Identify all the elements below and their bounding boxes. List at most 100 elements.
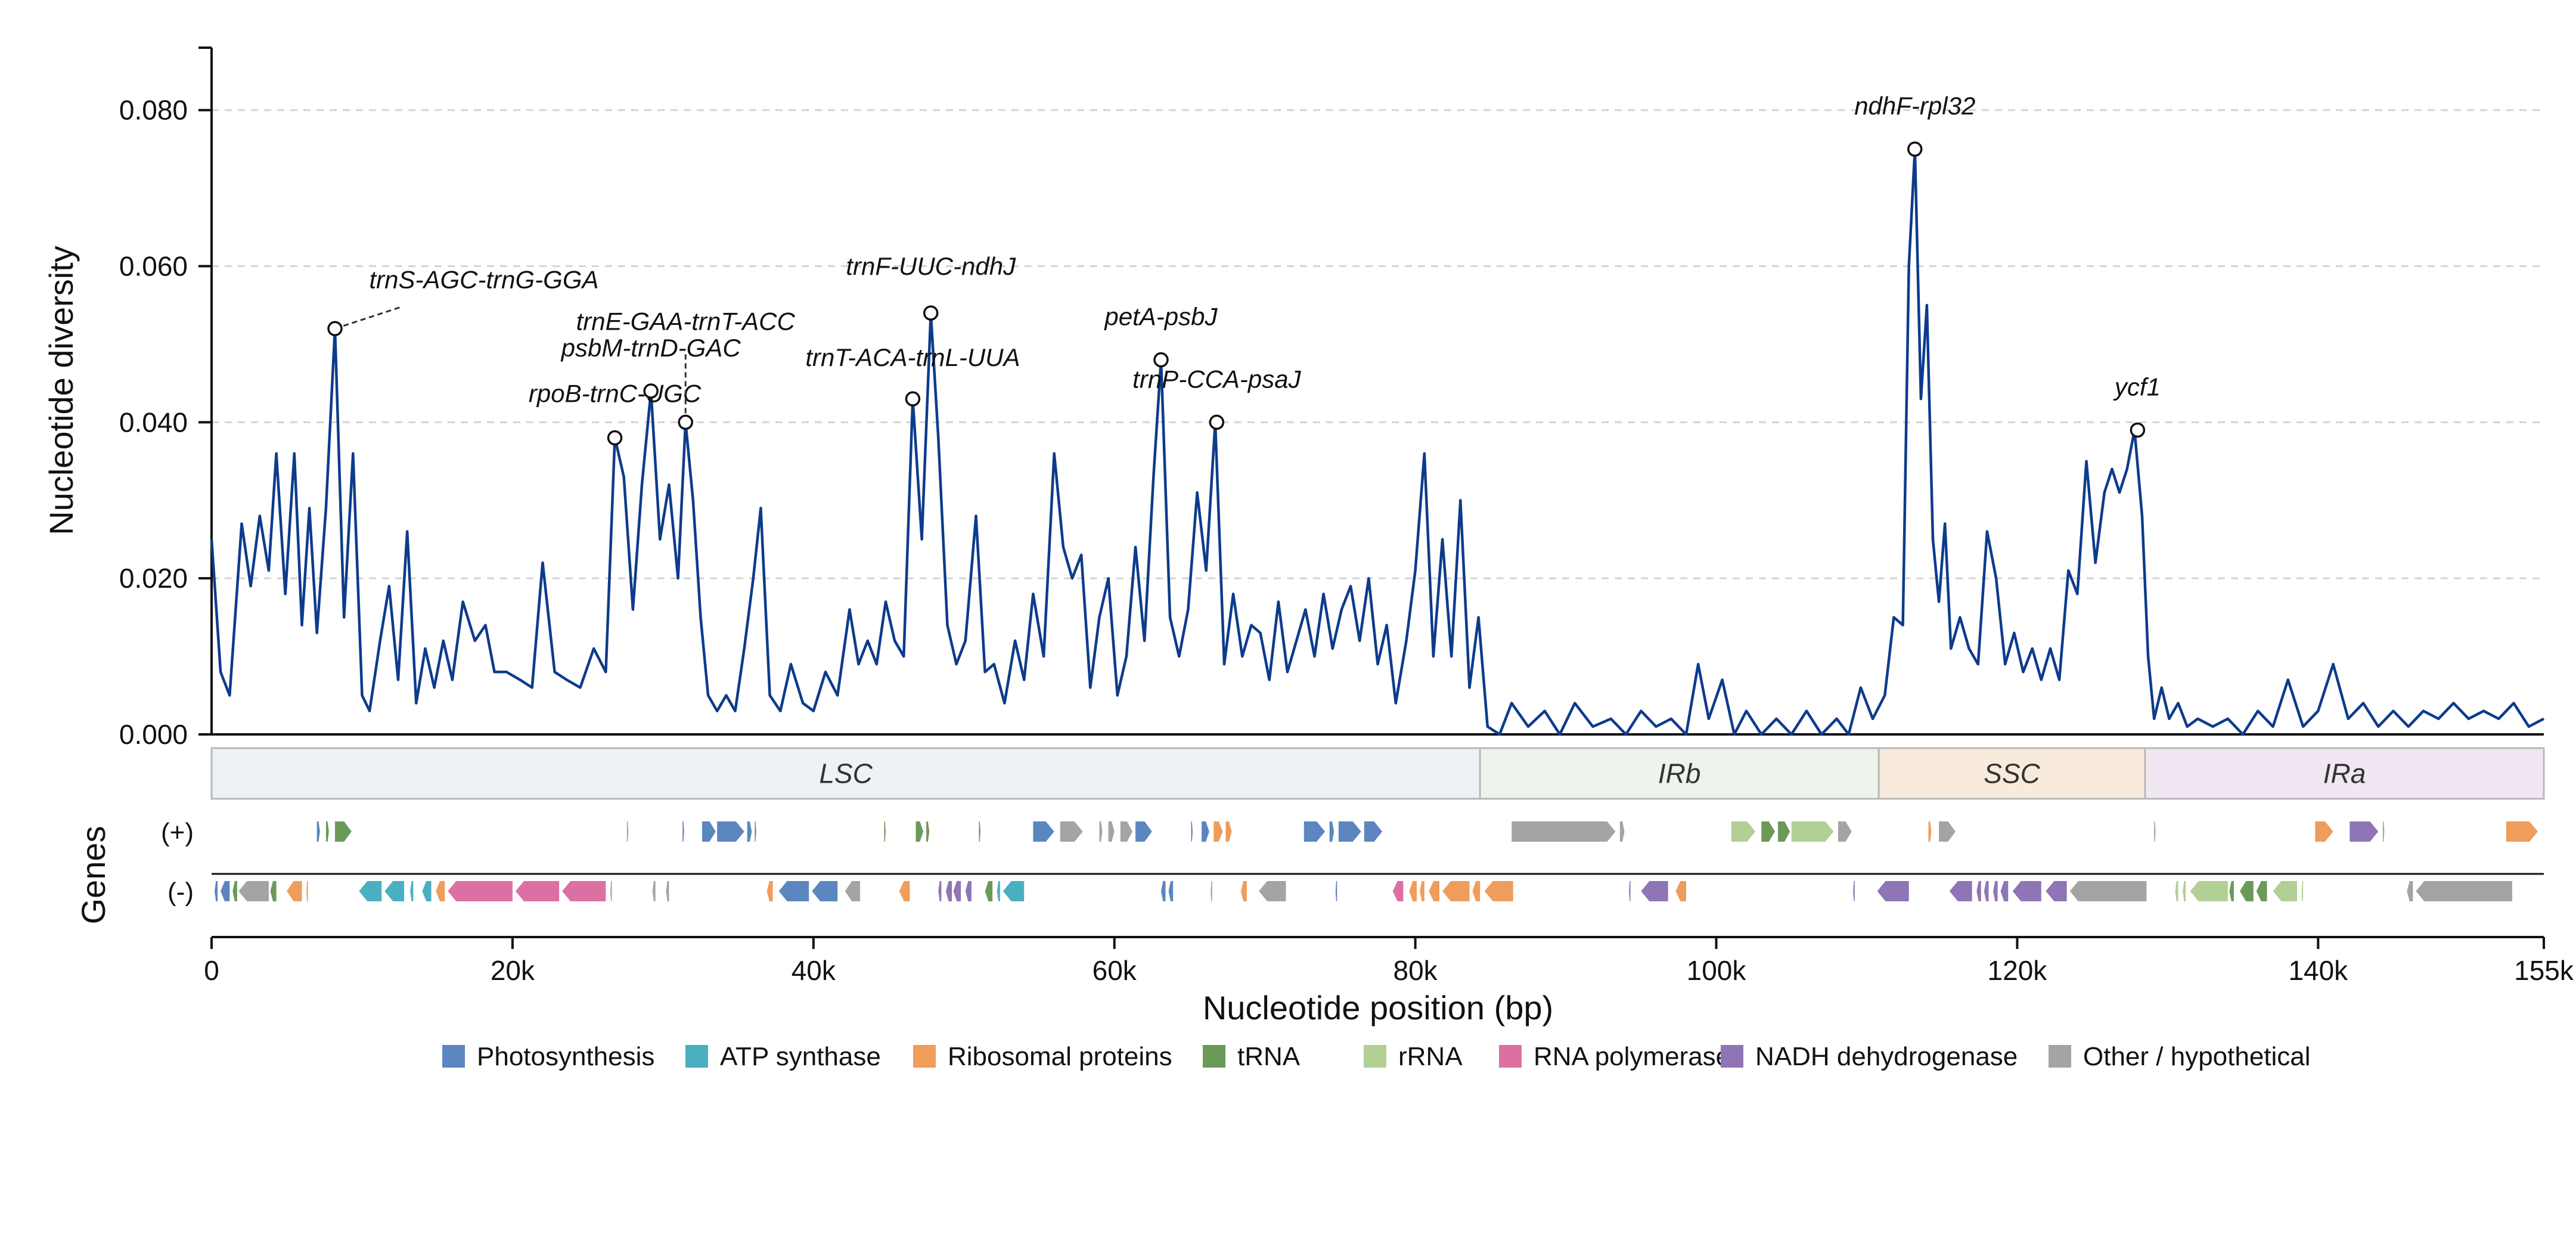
gene-block bbox=[2229, 881, 2234, 901]
y-tick-label: 0.000 bbox=[119, 719, 188, 750]
gene-block bbox=[1213, 821, 1223, 842]
gene-block bbox=[1202, 821, 1209, 842]
gene-block bbox=[965, 881, 972, 901]
region-label: IRb bbox=[1658, 758, 1701, 789]
gene-block bbox=[2382, 821, 2385, 842]
legend-label: tRNA bbox=[1237, 1042, 1301, 1071]
gene-block bbox=[1993, 881, 1998, 901]
peak-marker bbox=[1209, 414, 1225, 430]
gene-block bbox=[1778, 821, 1790, 842]
x-axis-title: Nucleotide position (bp) bbox=[1203, 989, 1553, 1026]
gene-block bbox=[755, 821, 756, 842]
region-label: SSC bbox=[1984, 758, 2040, 789]
y-tick-label: 0.020 bbox=[119, 563, 188, 594]
gene-block bbox=[2407, 881, 2413, 901]
minus-strand-label: (-) bbox=[167, 877, 194, 907]
gene-block bbox=[1191, 821, 1193, 842]
peak-label: rpoB-trnC-UGC bbox=[529, 380, 702, 408]
gene-block bbox=[562, 881, 606, 901]
gene-block bbox=[232, 881, 237, 901]
legend-label: Photosynthesis bbox=[477, 1042, 654, 1071]
legend-item-atp: ATP synthase bbox=[685, 1042, 881, 1071]
peak-marker bbox=[643, 383, 659, 399]
gene-block bbox=[915, 821, 924, 842]
gene-block bbox=[1484, 881, 1513, 901]
diversity-plot bbox=[210, 147, 2545, 736]
gene-block bbox=[1392, 881, 1404, 901]
axes: 0.000 0.020 0.040 0.060 0.080 bbox=[119, 46, 2544, 750]
gene-track-title: Genes bbox=[75, 826, 112, 925]
gene-block bbox=[1731, 821, 1756, 842]
region-label: LSC bbox=[819, 758, 873, 789]
peak-marker bbox=[2130, 422, 2146, 438]
gene-block bbox=[1928, 821, 1932, 842]
peak-marker bbox=[1153, 352, 1169, 368]
gene-block bbox=[2175, 881, 2178, 901]
gene-block bbox=[1976, 881, 1981, 901]
gene-block bbox=[953, 881, 961, 901]
legend-label: NADH dehydrogenase bbox=[1755, 1042, 2018, 1071]
gene-block bbox=[702, 821, 716, 842]
gene-block bbox=[2190, 881, 2228, 901]
gene-block bbox=[1364, 821, 1383, 842]
gene-block bbox=[2240, 881, 2254, 901]
legend-swatch bbox=[1499, 1045, 1522, 1068]
legend-item-other: Other / hypothetical bbox=[2049, 1042, 2311, 1071]
gene-block bbox=[1211, 881, 1212, 901]
gene-block bbox=[1429, 881, 1439, 901]
gene-block bbox=[985, 881, 993, 901]
gene-block bbox=[1853, 881, 1855, 901]
legend-item-ribo: Ribosomal proteins bbox=[913, 1042, 1172, 1071]
gene-block bbox=[1675, 881, 1686, 901]
gene-block bbox=[1420, 881, 1424, 901]
legend-swatch bbox=[2049, 1045, 2071, 1068]
legend-item-rrna: rRNA bbox=[1364, 1042, 1463, 1071]
gene-block bbox=[2154, 821, 2156, 842]
gene-block bbox=[1641, 881, 1668, 901]
gene-block bbox=[1442, 881, 1470, 901]
genome-region-band: LSC IRb SSC IRa bbox=[210, 747, 2545, 800]
peak-label: trnP-CCA-psaJ bbox=[1132, 365, 1301, 393]
x-tick-label: 120k bbox=[1988, 955, 2048, 986]
gene-block bbox=[1099, 821, 1103, 842]
gene-block bbox=[1161, 881, 1166, 901]
gene-block bbox=[238, 881, 269, 901]
legend-swatch bbox=[1364, 1045, 1386, 1068]
gene-block bbox=[997, 881, 1000, 901]
gene-block bbox=[610, 881, 612, 901]
gene-block bbox=[1338, 821, 1361, 842]
x-axis: 0 20k 40k 60k 80k 100k 120k 140k 155k bbox=[204, 936, 2574, 986]
gene-block bbox=[1761, 821, 1775, 842]
peak-label: trnE-GAA-trnT-ACC bbox=[576, 307, 796, 335]
x-tick-label: 20k bbox=[491, 955, 535, 986]
legend-swatch bbox=[442, 1045, 465, 1068]
gene-block bbox=[448, 881, 513, 901]
peak-marker bbox=[678, 414, 693, 430]
gene-block bbox=[316, 821, 320, 842]
gene-block bbox=[717, 821, 744, 842]
gene-block bbox=[1225, 821, 1232, 842]
gene-block bbox=[287, 881, 302, 901]
gene-block bbox=[884, 821, 886, 842]
gene-block bbox=[747, 821, 752, 842]
peak-marker bbox=[905, 391, 921, 407]
peak-marker bbox=[327, 321, 343, 337]
x-tick-label: 80k bbox=[1393, 955, 1438, 986]
region-irb bbox=[1479, 747, 1880, 800]
gene-block bbox=[215, 881, 218, 901]
y-axis-title: Nucleotide diversity bbox=[42, 246, 80, 535]
gene-block bbox=[2506, 821, 2538, 842]
gene-block bbox=[1033, 821, 1054, 842]
legend-swatch bbox=[685, 1045, 708, 1068]
peak-label: petA-psbJ bbox=[1103, 303, 1218, 331]
gene-block bbox=[1984, 881, 1989, 901]
legend-item-trna: tRNA bbox=[1203, 1042, 1301, 1071]
gene-block bbox=[270, 881, 277, 901]
gene-block bbox=[2301, 881, 2304, 901]
gene-block bbox=[2069, 881, 2147, 901]
gene-block bbox=[626, 821, 629, 842]
peak-label: ndhF-rpl32 bbox=[1854, 92, 1975, 120]
gene-block bbox=[2416, 881, 2512, 901]
gene-block bbox=[652, 881, 656, 901]
gene-block bbox=[1120, 821, 1132, 842]
